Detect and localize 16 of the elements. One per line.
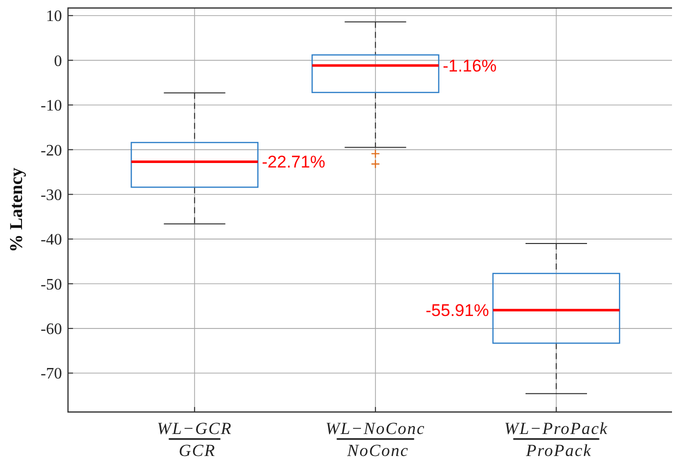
y-tick-label: -50 bbox=[40, 276, 62, 294]
x-tick-label: WL−GCR GCR bbox=[157, 419, 232, 460]
y-axis-title: % Latency bbox=[6, 168, 26, 252]
x-tick-label: WL−NoConc NoConc bbox=[326, 419, 426, 460]
y-tick-label: -60 bbox=[40, 321, 62, 338]
x-tick-label: WL−ProPack ProPack bbox=[504, 419, 608, 460]
text: -55.91% bbox=[426, 301, 489, 320]
y-tick-label: -70 bbox=[40, 366, 62, 383]
y-tick-label: -20 bbox=[40, 142, 62, 160]
y-tick-label: -40 bbox=[40, 232, 62, 249]
y-tick-label: 0 bbox=[54, 52, 62, 70]
y-tick-label: -30 bbox=[40, 186, 62, 204]
y-tick-label: -10 bbox=[40, 98, 62, 115]
text: -22.71% bbox=[262, 152, 326, 172]
y-tick-label: 10 bbox=[46, 8, 62, 26]
text: -1.16% bbox=[442, 56, 497, 76]
